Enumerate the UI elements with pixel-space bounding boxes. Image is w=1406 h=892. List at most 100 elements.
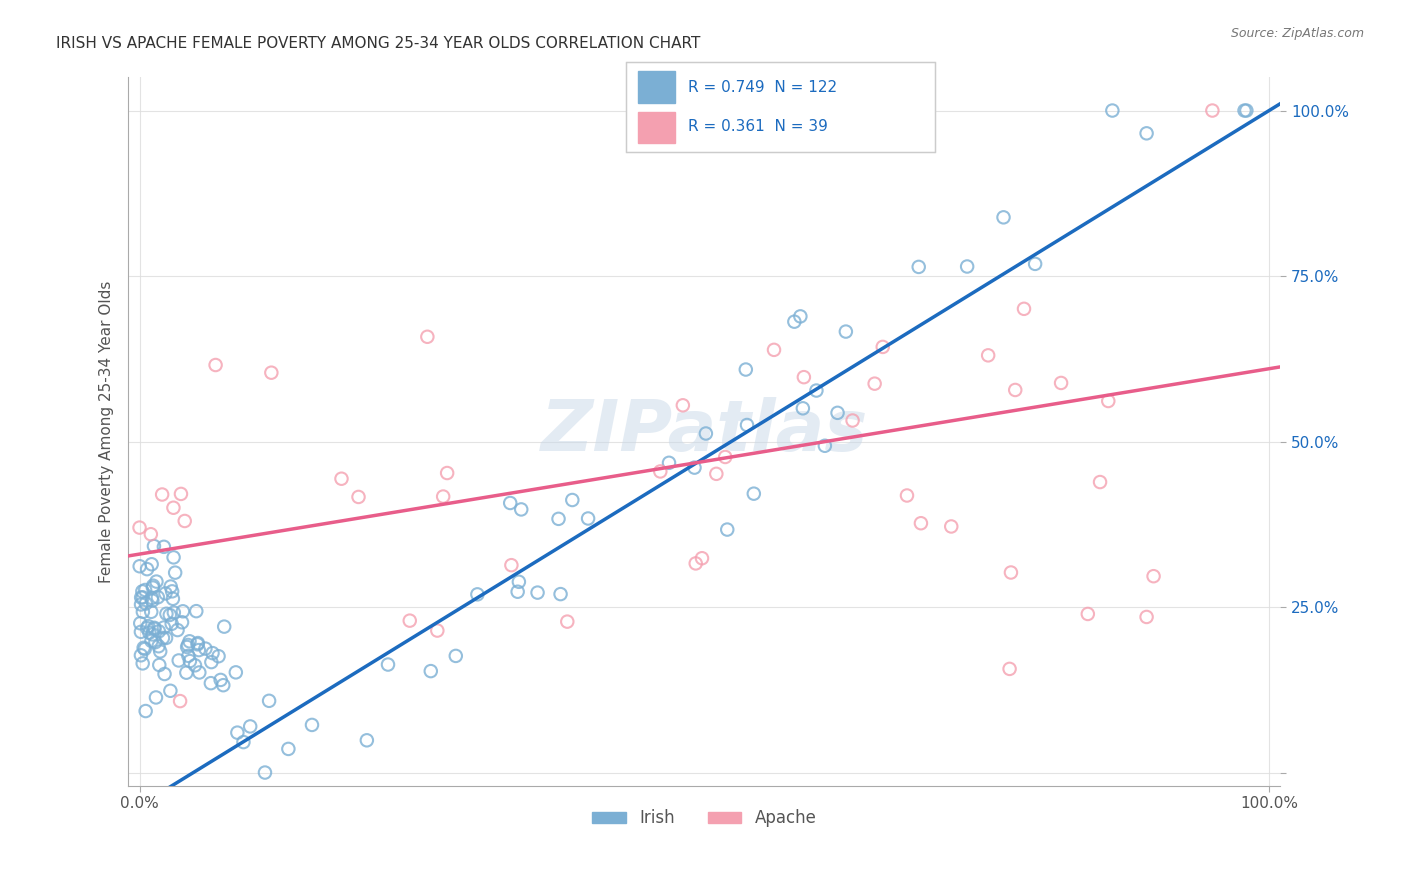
Point <box>1142 569 1164 583</box>
Point <box>148 624 170 639</box>
Point <box>155 631 177 645</box>
Point <box>941 519 963 533</box>
Point <box>695 426 717 441</box>
Point <box>257 694 280 708</box>
Point <box>436 466 458 480</box>
Point <box>160 616 183 631</box>
Point <box>226 725 249 739</box>
Point <box>716 523 738 537</box>
Point <box>742 486 765 500</box>
Point <box>734 362 756 376</box>
Point <box>1024 257 1046 271</box>
Point <box>714 450 737 464</box>
Point <box>149 644 172 658</box>
Point <box>907 260 929 274</box>
Point <box>561 493 583 508</box>
Point <box>138 625 160 640</box>
Point <box>690 551 713 566</box>
Point <box>1201 103 1223 118</box>
Point <box>416 330 439 344</box>
Point <box>789 310 811 324</box>
Point <box>506 584 529 599</box>
Point <box>128 520 150 534</box>
Point <box>1050 376 1073 390</box>
Point <box>146 591 169 605</box>
Point <box>152 631 174 645</box>
Point <box>134 582 156 597</box>
Point <box>201 646 224 660</box>
Point <box>153 667 176 681</box>
Bar <box>638 112 675 143</box>
Point <box>166 623 188 637</box>
Point <box>209 673 232 687</box>
Point <box>163 606 186 620</box>
Point <box>177 638 200 652</box>
Point <box>432 490 454 504</box>
Point <box>212 620 235 634</box>
Point <box>131 584 153 599</box>
Point <box>165 566 187 580</box>
Point <box>896 488 918 502</box>
Point <box>1077 607 1099 621</box>
Point <box>176 665 198 680</box>
Point <box>330 472 353 486</box>
Point <box>129 624 152 639</box>
Point <box>129 591 152 605</box>
Point <box>155 607 177 621</box>
Point <box>186 637 208 651</box>
Point <box>207 649 229 664</box>
Point <box>179 634 201 648</box>
Point <box>136 621 159 635</box>
Point <box>672 398 695 412</box>
Point <box>398 614 420 628</box>
Point <box>155 586 177 600</box>
Point <box>129 598 152 612</box>
Point <box>141 558 163 572</box>
Point <box>555 615 578 629</box>
Point <box>547 512 569 526</box>
Point <box>1135 610 1157 624</box>
Point <box>510 502 533 516</box>
Point <box>170 615 193 630</box>
Point <box>176 640 198 654</box>
Point <box>872 340 894 354</box>
Point <box>910 516 932 531</box>
Text: R = 0.361  N = 39: R = 0.361 N = 39 <box>688 120 827 134</box>
Point <box>173 514 195 528</box>
Point <box>159 580 181 594</box>
Point <box>170 487 193 501</box>
Point <box>136 562 159 576</box>
Point <box>239 719 262 733</box>
Point <box>356 733 378 747</box>
Point <box>150 487 173 501</box>
Point <box>863 376 886 391</box>
Point <box>141 591 163 605</box>
Point <box>658 456 681 470</box>
Point <box>814 439 837 453</box>
Point <box>139 527 162 541</box>
Point <box>783 315 806 329</box>
Point <box>194 641 217 656</box>
Point <box>129 648 152 663</box>
Point <box>153 620 176 634</box>
Bar <box>638 71 675 103</box>
Text: IRISH VS APACHE FEMALE POVERTY AMONG 25-34 YEAR OLDS CORRELATION CHART: IRISH VS APACHE FEMALE POVERTY AMONG 25-… <box>56 36 700 51</box>
Point <box>1097 394 1119 409</box>
Point <box>162 591 184 606</box>
Point <box>141 593 163 607</box>
Point <box>526 585 548 599</box>
Point <box>347 490 370 504</box>
Point <box>683 460 706 475</box>
Point <box>128 559 150 574</box>
Point <box>148 658 170 673</box>
Point <box>704 467 727 481</box>
Point <box>763 343 786 357</box>
Point <box>792 401 814 416</box>
Point <box>977 348 1000 362</box>
Point <box>145 690 167 705</box>
Point <box>1088 475 1111 489</box>
Point <box>232 735 254 749</box>
Point <box>187 643 209 657</box>
Point <box>550 587 572 601</box>
Point <box>135 704 157 718</box>
